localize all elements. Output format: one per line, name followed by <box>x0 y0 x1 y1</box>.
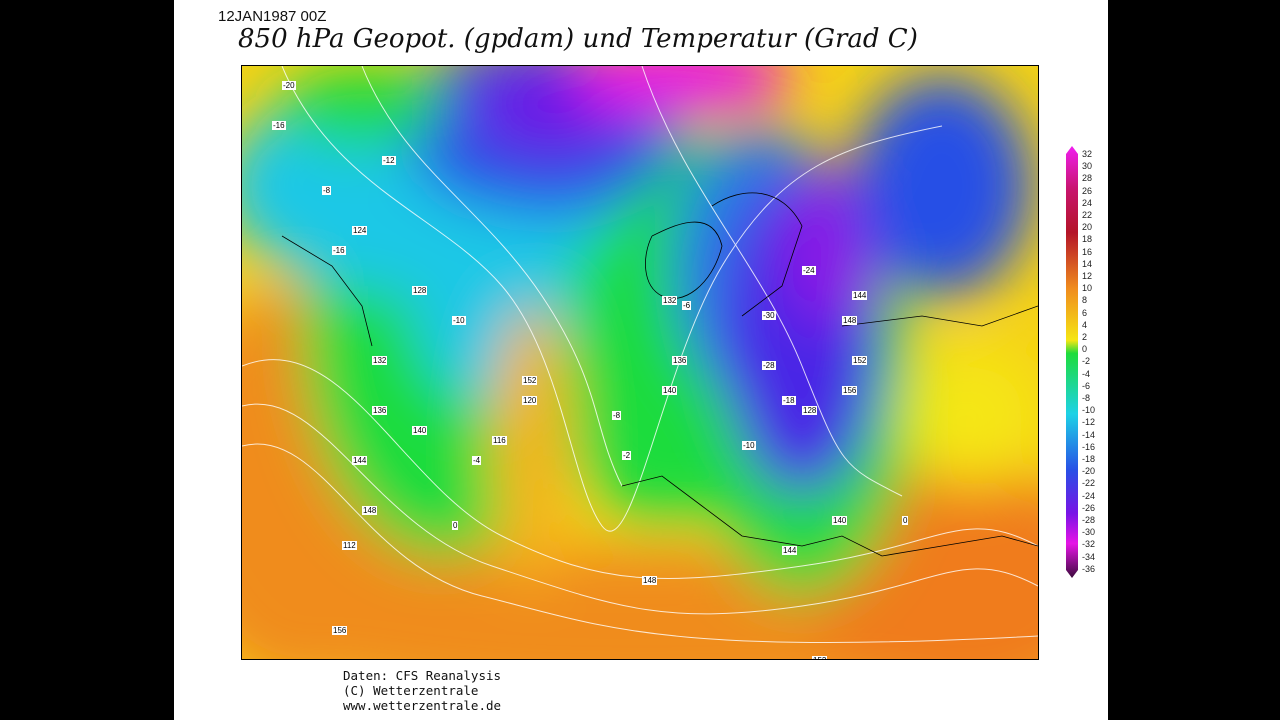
colorbar-tick: -26 <box>1082 502 1096 513</box>
contour-label: 136 <box>672 356 688 365</box>
contour-label: -12 <box>382 156 396 165</box>
colorbar-tick: -8 <box>1082 393 1091 403</box>
colorbar-tick: -10 <box>1082 405 1096 416</box>
colorbar-tick: -22 <box>1082 478 1096 489</box>
colorbar-tick: 26 <box>1082 185 1093 196</box>
colorbar-tick: 32 <box>1082 149 1093 159</box>
colorbar-tick: 4 <box>1082 319 1088 330</box>
colorbar-tick: 12 <box>1082 271 1093 281</box>
contour-label: -20 <box>282 81 296 90</box>
colorbar-tick: 14 <box>1082 258 1093 269</box>
contour-label: -8 <box>612 411 622 420</box>
contour-label: 148 <box>642 576 658 585</box>
colorbar-tick: 0 <box>1082 344 1088 355</box>
contour-label: 152 <box>812 656 828 659</box>
contour-label: 128 <box>412 286 428 295</box>
colorbar-tick: -34 <box>1082 551 1096 562</box>
map-credits: Daten: CFS Reanalysis (C) Wetterzentrale… <box>343 668 501 713</box>
contour-label: -30 <box>762 311 776 320</box>
contour-label: 136 <box>372 406 388 415</box>
contour-label: -18 <box>782 396 796 405</box>
contour-label: 132 <box>372 356 388 365</box>
colorbar-tick: 22 <box>1082 210 1093 220</box>
temperature-colorbar <box>1066 146 1078 578</box>
colorbar-tick: -4 <box>1082 368 1091 379</box>
contour-label: -28 <box>762 361 776 370</box>
contour-label: 112 <box>342 541 357 550</box>
colorbar-tick: 2 <box>1082 332 1088 342</box>
colorbar-tick: 28 <box>1082 173 1093 184</box>
map-title: 850 hPa Geopot. (gpdam) und Temperatur (… <box>238 24 918 54</box>
colorbar-tick: -30 <box>1082 527 1096 538</box>
contour-label: -4 <box>472 456 482 465</box>
contour-label: 156 <box>332 626 348 635</box>
contour-label: 120 <box>522 396 538 405</box>
weather-map: -20 -16 -8 -12 -16 -10 124 128 132 136 140 144 148 15… <box>241 65 1039 660</box>
contour-label: 148 <box>842 316 858 325</box>
contour-label: 152 <box>852 356 868 365</box>
colorbar-tick: -24 <box>1082 490 1096 501</box>
colorbar-tick: 20 <box>1082 222 1093 233</box>
colorbar-tick: 24 <box>1082 197 1093 208</box>
data-source: Daten: CFS Reanalysis <box>343 668 502 683</box>
colorbar-tick: 6 <box>1082 307 1088 318</box>
copyright: (C) Wetterzentrale <box>343 683 479 698</box>
colorbar-tick: -20 <box>1082 466 1096 477</box>
colorbar-tick: 8 <box>1082 295 1088 306</box>
contour-label: -6 <box>682 301 692 310</box>
contour-label: 132 <box>662 296 678 305</box>
contour-label: -10 <box>452 316 466 325</box>
contour-label: -24 <box>802 266 816 275</box>
contour-label: 140 <box>832 516 848 525</box>
colorbar-tick: -16 <box>1082 441 1096 452</box>
colorbar-tick: -2 <box>1082 356 1091 367</box>
contour-label: 140 <box>412 426 428 435</box>
contour-label: 144 <box>782 546 798 555</box>
temperature-field <box>242 66 1038 659</box>
colorbar-tick: -18 <box>1082 454 1096 464</box>
contour-label: 124 <box>352 226 368 235</box>
contour-label: -10 <box>742 441 756 450</box>
contour-label: 0 <box>902 516 909 525</box>
contour-label: -16 <box>332 246 346 255</box>
colorbar-gradient <box>1066 146 1078 578</box>
colorbar-tick: -12 <box>1082 417 1096 428</box>
website-link[interactable]: www.wetterzentrale.de <box>343 698 502 713</box>
colorbar-tick: 16 <box>1082 246 1093 257</box>
colorbar-tick: -28 <box>1082 515 1096 525</box>
contour-label: -16 <box>272 121 286 130</box>
contour-label: 128 <box>802 406 818 415</box>
contour-label: 116 <box>492 436 507 445</box>
colorbar-tick: -32 <box>1082 539 1096 550</box>
contour-label: 144 <box>852 291 868 300</box>
map-date: 12JAN1987 00Z <box>218 8 327 25</box>
colorbar-tick: -14 <box>1082 429 1096 440</box>
contour-label: -2 <box>622 451 632 460</box>
colorbar-tick: -6 <box>1082 380 1091 391</box>
contour-label: 148 <box>362 506 378 515</box>
contour-label: -8 <box>322 186 332 195</box>
contour-label: 156 <box>842 386 858 395</box>
contour-label: 0 <box>452 521 459 530</box>
colorbar-tick: 18 <box>1082 234 1093 245</box>
colorbar-tick: 30 <box>1082 161 1093 172</box>
contour-label: 140 <box>662 386 678 395</box>
colorbar-tick: -36 <box>1082 563 1096 574</box>
contour-label: 144 <box>352 456 368 465</box>
contour-label: 152 <box>522 376 538 385</box>
colorbar-tick: 10 <box>1082 283 1093 294</box>
